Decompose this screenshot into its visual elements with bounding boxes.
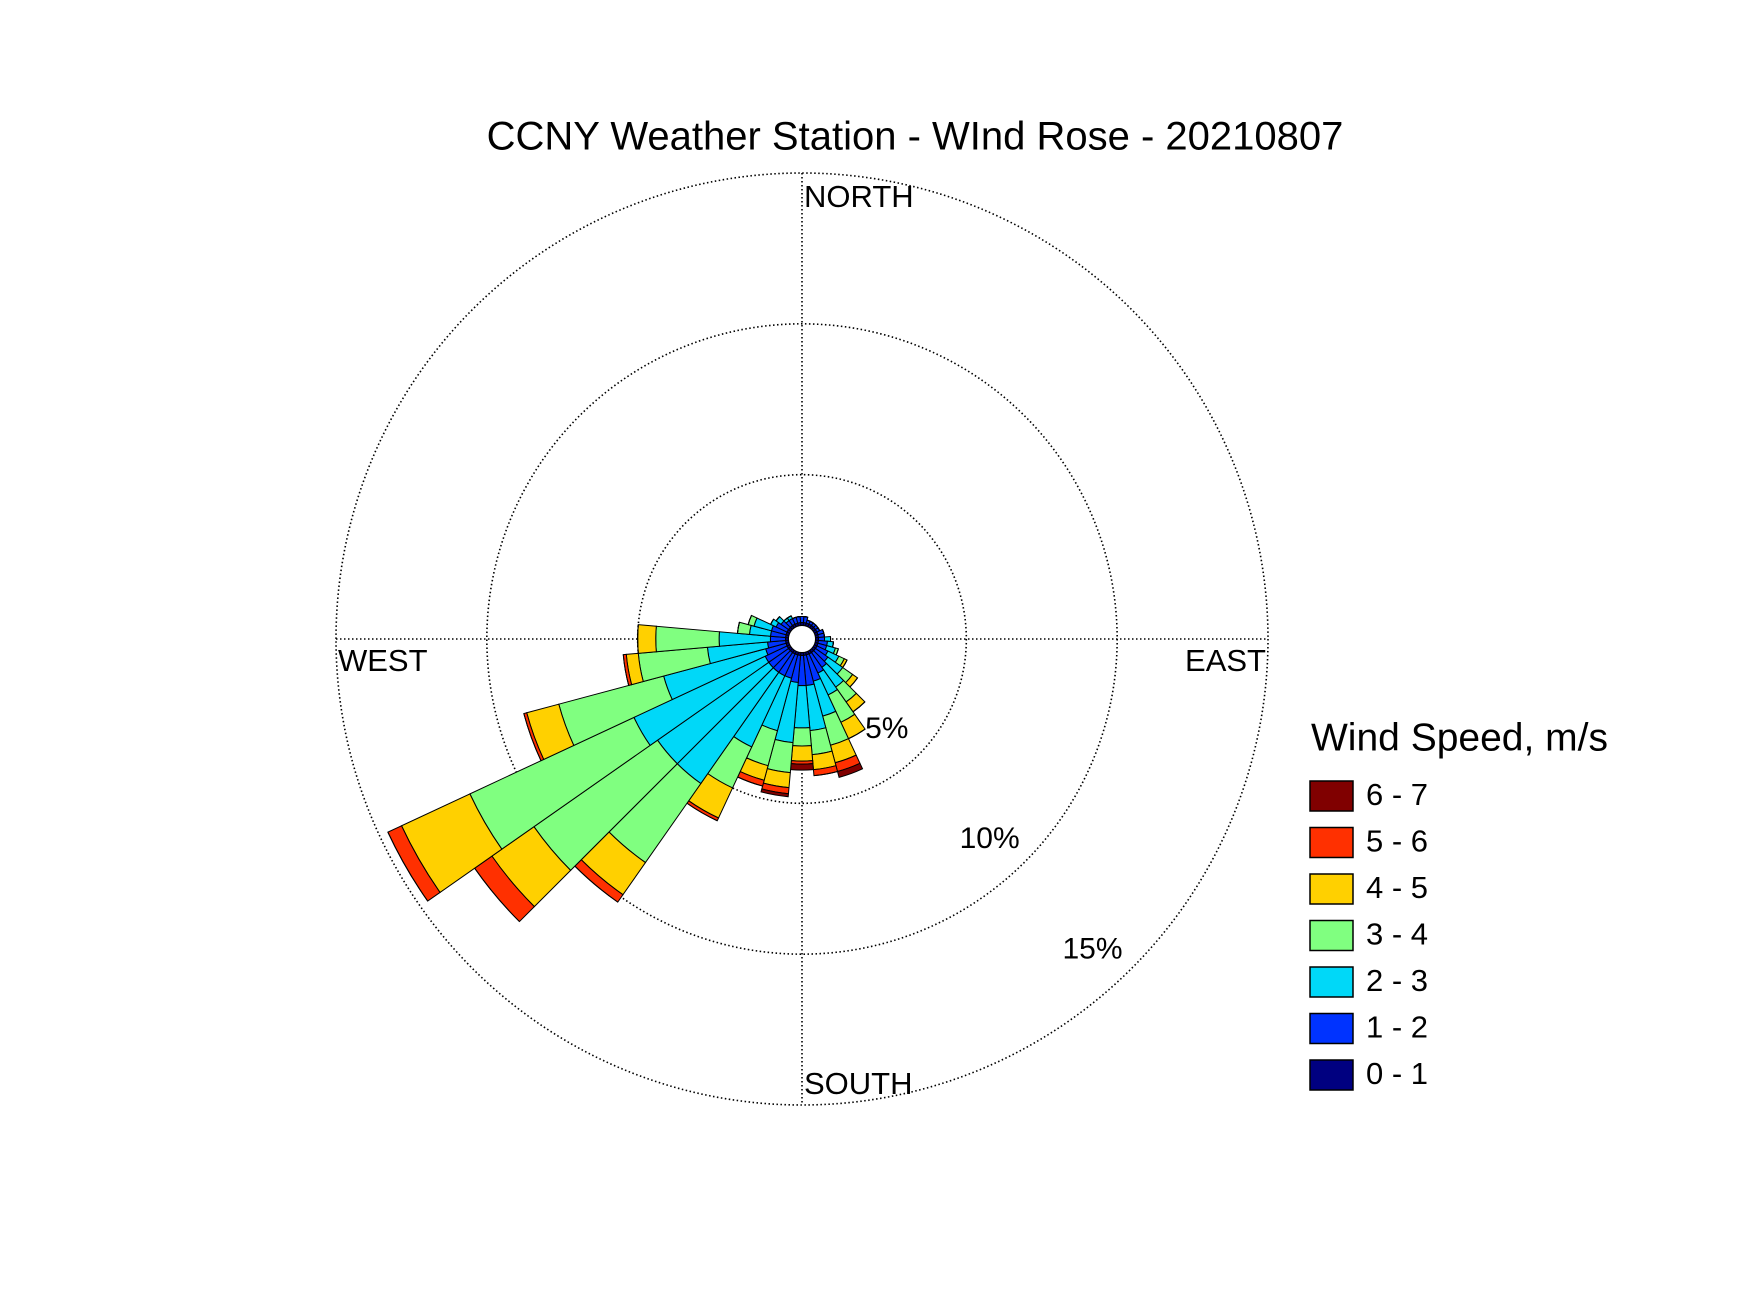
legend-swatch	[1309, 780, 1354, 812]
r-tick-label: 10%	[960, 822, 1020, 855]
rose-segment	[736, 622, 740, 634]
legend-label: 6 - 7	[1366, 777, 1428, 812]
r-tick-label: 5%	[865, 712, 908, 745]
rose-segment	[747, 615, 752, 625]
legend-swatch	[1309, 873, 1354, 905]
bars	[387, 614, 866, 923]
rose-segment	[775, 616, 781, 622]
north-label: NORTH	[804, 179, 914, 214]
legend: 0 - 1 1 - 2 2 - 3 3 - 4 4 - 5 5 - 6 6 - 7	[1309, 777, 1428, 1091]
legend-swatch	[1309, 966, 1354, 998]
legend-swatch	[1309, 826, 1354, 859]
legend-swatch	[1309, 1012, 1354, 1045]
rose-segment	[787, 615, 792, 619]
legend-label: 0 - 1	[1366, 1056, 1428, 1091]
legend-label: 3 - 4	[1366, 917, 1428, 952]
rose-segment	[760, 788, 790, 798]
legend-swatch	[1309, 919, 1354, 952]
labels: CCNY Weather Station - WInd Rose - 20210…	[338, 115, 1608, 1102]
legend-label: 5 - 6	[1366, 824, 1428, 859]
rose-segment	[637, 624, 657, 654]
rose-segment	[803, 616, 808, 618]
legend-title: Wind Speed, m/s	[1311, 716, 1608, 759]
east-label: EAST	[1185, 643, 1266, 678]
rose-segment	[790, 745, 814, 762]
legend-label: 4 - 5	[1366, 870, 1428, 905]
grid-ring	[335, 172, 1269, 1106]
legend-label: 1 - 2	[1366, 1010, 1428, 1045]
center-hole	[788, 625, 816, 653]
legend-label: 2 - 3	[1366, 963, 1428, 998]
legend-swatch	[1309, 1059, 1354, 1091]
rose-segment	[836, 762, 864, 778]
rose-segment	[770, 618, 775, 625]
rose-segment	[790, 763, 814, 771]
west-label: WEST	[338, 643, 428, 678]
r-tick-label: 15%	[1063, 932, 1123, 965]
south-label: SOUTH	[804, 1066, 913, 1101]
rose-segment	[792, 727, 812, 747]
grid-ring	[486, 323, 1118, 955]
chart-title: CCNY Weather Station - WInd Rose - 20210…	[487, 115, 1344, 159]
